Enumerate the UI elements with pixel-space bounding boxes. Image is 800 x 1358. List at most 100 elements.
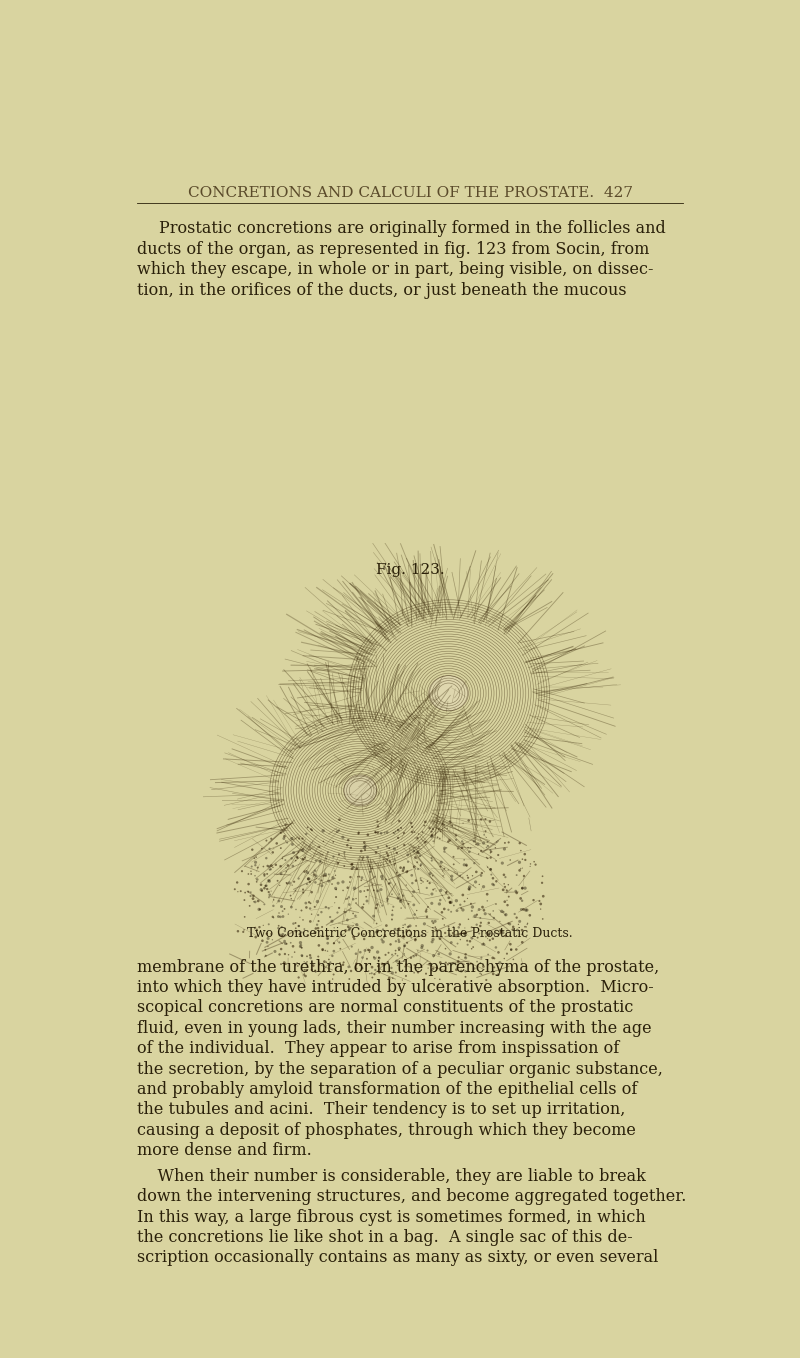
Point bbox=[400, 861, 413, 883]
Point bbox=[342, 887, 355, 909]
Point bbox=[369, 959, 382, 980]
Point bbox=[454, 914, 466, 936]
Point bbox=[481, 883, 494, 904]
Point bbox=[304, 911, 317, 933]
Point bbox=[394, 818, 407, 839]
Point bbox=[401, 932, 414, 953]
Point bbox=[479, 820, 492, 842]
Point bbox=[451, 838, 464, 860]
Point bbox=[330, 879, 342, 900]
Point bbox=[310, 961, 322, 983]
Point bbox=[466, 865, 479, 887]
Point bbox=[251, 869, 264, 891]
Point bbox=[278, 930, 291, 952]
Point bbox=[426, 932, 438, 953]
Point bbox=[420, 877, 433, 899]
Point bbox=[371, 894, 384, 915]
Point bbox=[341, 909, 354, 930]
Point bbox=[284, 885, 297, 907]
Point bbox=[476, 933, 489, 955]
Point bbox=[486, 963, 499, 985]
Point bbox=[391, 837, 404, 858]
Point bbox=[249, 865, 262, 887]
Point bbox=[280, 857, 293, 879]
Point bbox=[393, 883, 406, 904]
Point bbox=[398, 822, 410, 843]
Text: fluid, even in young lads, their number increasing with the age: fluid, even in young lads, their number … bbox=[138, 1020, 652, 1038]
Point bbox=[482, 944, 494, 966]
Point bbox=[457, 866, 470, 888]
Point bbox=[471, 926, 484, 948]
Point bbox=[486, 947, 499, 968]
Text: of the individual.  They appear to arise from inspissation of: of the individual. They appear to arise … bbox=[138, 1040, 619, 1058]
Point bbox=[411, 841, 424, 862]
Point bbox=[366, 963, 378, 985]
Point bbox=[374, 823, 387, 845]
Point bbox=[331, 902, 344, 923]
Point bbox=[388, 923, 401, 945]
Point bbox=[426, 957, 439, 979]
Point bbox=[427, 830, 440, 851]
Point bbox=[422, 957, 434, 979]
Point bbox=[427, 945, 440, 967]
Point bbox=[314, 850, 326, 872]
Point bbox=[412, 835, 425, 857]
Point bbox=[354, 941, 366, 963]
Point bbox=[234, 880, 247, 902]
Point bbox=[250, 870, 263, 892]
Point bbox=[346, 858, 358, 880]
Point bbox=[310, 914, 323, 936]
Point bbox=[412, 961, 425, 983]
Point bbox=[407, 894, 420, 915]
Point bbox=[478, 824, 490, 846]
Point bbox=[265, 880, 278, 902]
Point bbox=[305, 845, 318, 866]
Point bbox=[266, 857, 279, 879]
Point bbox=[362, 824, 374, 846]
Point bbox=[450, 824, 462, 846]
Point bbox=[380, 835, 393, 857]
Point bbox=[337, 827, 350, 849]
Point bbox=[398, 951, 410, 972]
Point bbox=[536, 865, 549, 887]
Point bbox=[516, 889, 529, 911]
Point bbox=[257, 914, 270, 936]
Point bbox=[327, 964, 340, 986]
Point bbox=[442, 831, 454, 853]
Point bbox=[235, 861, 248, 883]
Point bbox=[484, 858, 497, 880]
Point bbox=[467, 875, 480, 896]
Point bbox=[327, 831, 340, 853]
Point bbox=[339, 919, 352, 941]
Point bbox=[429, 917, 442, 938]
Point bbox=[402, 851, 414, 873]
Point bbox=[397, 885, 410, 907]
Point bbox=[414, 845, 426, 866]
Point bbox=[378, 822, 391, 843]
Point bbox=[305, 903, 318, 925]
Point bbox=[407, 820, 420, 842]
Point bbox=[276, 923, 289, 945]
Point bbox=[406, 885, 418, 907]
Point bbox=[302, 862, 314, 884]
Point bbox=[297, 909, 310, 930]
Point bbox=[358, 923, 370, 945]
Point bbox=[426, 824, 438, 846]
Point bbox=[312, 945, 325, 967]
Point bbox=[279, 953, 292, 975]
Point bbox=[292, 915, 305, 937]
Point bbox=[455, 960, 468, 982]
Point bbox=[507, 948, 520, 970]
Point bbox=[469, 906, 482, 928]
Point bbox=[292, 841, 305, 862]
Point bbox=[371, 921, 384, 942]
Point bbox=[386, 884, 398, 906]
Point bbox=[276, 847, 289, 869]
Point bbox=[414, 854, 427, 876]
Point bbox=[488, 948, 501, 970]
Point bbox=[520, 917, 533, 938]
Point bbox=[429, 968, 442, 990]
Point bbox=[263, 838, 276, 860]
Point bbox=[314, 866, 326, 888]
Point bbox=[262, 928, 274, 949]
